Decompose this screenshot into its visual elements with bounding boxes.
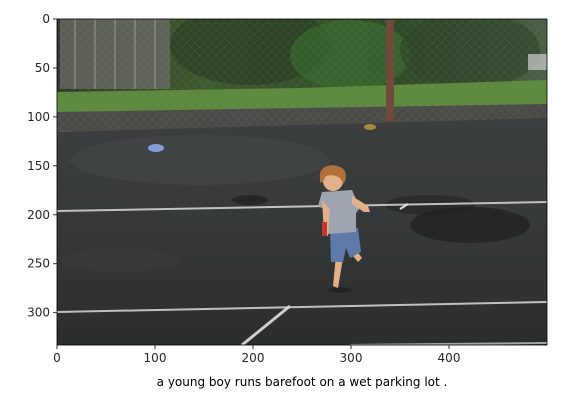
y-tick-label: 100 xyxy=(27,110,50,124)
photo xyxy=(57,19,547,345)
y-tick-label: 150 xyxy=(27,159,50,173)
x-tick-label: 300 xyxy=(340,351,363,365)
y-tick-label: 0 xyxy=(42,12,50,26)
blue-toy xyxy=(148,144,164,152)
wet-asphalt xyxy=(57,118,547,345)
y-tick-label: 250 xyxy=(27,257,50,271)
x-tick-label: 200 xyxy=(242,351,265,365)
court-line-upper xyxy=(57,201,547,212)
y-tick-label: 50 xyxy=(35,61,50,75)
x-axis: 0 100 200 300 400 xyxy=(53,345,460,365)
y-tick-label: 300 xyxy=(27,306,50,320)
x-tick-label: 0 xyxy=(53,351,61,365)
chain-link-fence xyxy=(57,19,547,131)
fence-post xyxy=(386,19,394,121)
y-tick-label: 200 xyxy=(27,208,50,222)
y-axis: 0 50 100 150 200 250 300 xyxy=(27,12,57,320)
boy xyxy=(318,165,370,293)
x-tick-label: 400 xyxy=(438,351,461,365)
caption: a young boy runs barefoot on a wet parki… xyxy=(157,375,448,389)
axes-frame xyxy=(56,18,548,346)
x-tick-label: 100 xyxy=(144,351,167,365)
court-line-diagonal xyxy=(241,304,291,345)
court-line-lower xyxy=(57,301,547,313)
